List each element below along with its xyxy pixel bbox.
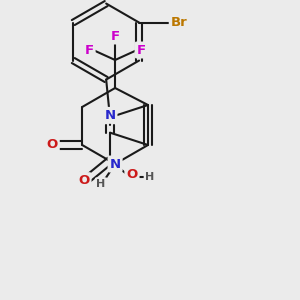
Text: Br: Br — [171, 16, 188, 29]
Text: H: H — [97, 179, 106, 189]
Text: N: N — [104, 109, 116, 122]
Text: F: F — [136, 44, 146, 56]
Text: N: N — [110, 158, 121, 170]
Text: F: F — [85, 44, 94, 56]
Text: H: H — [145, 172, 154, 182]
Text: F: F — [110, 29, 120, 43]
Text: O: O — [46, 139, 58, 152]
Text: O: O — [126, 168, 138, 181]
Text: O: O — [78, 174, 90, 187]
